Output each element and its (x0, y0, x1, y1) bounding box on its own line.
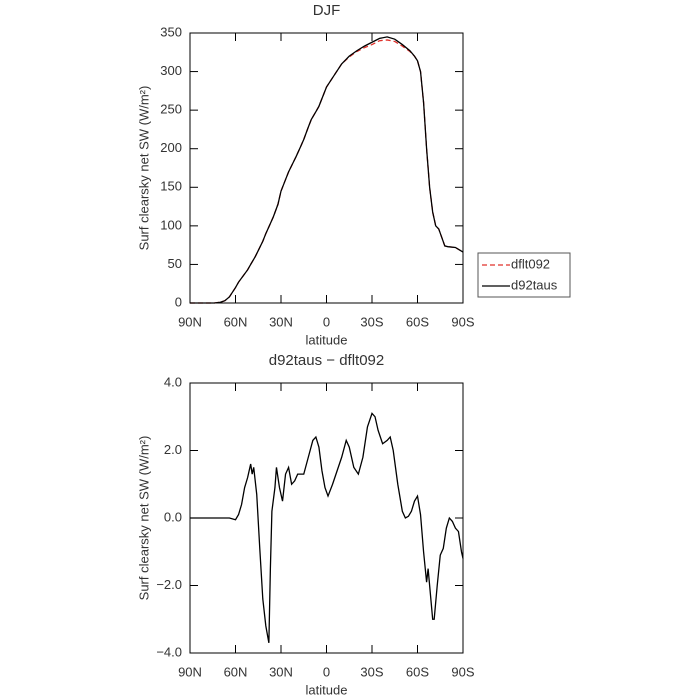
plot-frame (189, 32, 464, 304)
y-tick-label: 150 (160, 179, 182, 194)
y-tick-label: −4.0 (156, 644, 182, 659)
x-tick-label: 60S (406, 314, 429, 329)
y-axis-label: Surf clearsky net SW (W/m²) (136, 86, 151, 251)
y-tick-label: 0 (175, 294, 182, 309)
chart-title: d92taus − dflt092 (269, 352, 385, 369)
y-tick-label: 100 (160, 217, 182, 232)
plot-frame (189, 382, 464, 654)
y-tick-label: 250 (160, 102, 182, 117)
x-tick-label: 60N (224, 664, 248, 679)
y-axis-label: Surf clearsky net SW (W/m²) (136, 436, 151, 601)
x-tick-label: 30N (269, 664, 293, 679)
x-axis-label: latitude (306, 682, 348, 697)
y-tick-label: −2.0 (156, 577, 182, 592)
x-tick-label: 30S (360, 664, 383, 679)
x-axis-label: latitude (306, 332, 348, 347)
y-tick-label: 0.0 (164, 509, 182, 524)
x-tick-label: 0 (323, 664, 330, 679)
x-tick-label: 90S (451, 664, 474, 679)
x-tick-label: 60S (406, 664, 429, 679)
y-tick-label: 50 (168, 256, 182, 271)
y-tick-label: 2.0 (164, 442, 182, 457)
y-tick-label: 300 (160, 63, 182, 78)
series-line (190, 412, 464, 643)
legend-box (477, 252, 571, 298)
x-tick-label: 30N (269, 314, 293, 329)
legend-label: dflt092 (511, 256, 550, 271)
x-tick-label: 0 (323, 314, 330, 329)
series-line (190, 39, 464, 304)
x-tick-label: 30S (360, 314, 383, 329)
x-tick-label: 90N (178, 664, 202, 679)
y-tick-label: 200 (160, 140, 182, 155)
x-tick-label: 90N (178, 314, 202, 329)
series-line (190, 36, 464, 304)
legend-label: d92taus (511, 277, 558, 292)
y-tick-label: 350 (160, 24, 182, 39)
chart-title: DJF (313, 2, 341, 19)
x-tick-label: 60N (224, 314, 248, 329)
y-tick-label: 4.0 (164, 374, 182, 389)
x-tick-label: 90S (451, 314, 474, 329)
